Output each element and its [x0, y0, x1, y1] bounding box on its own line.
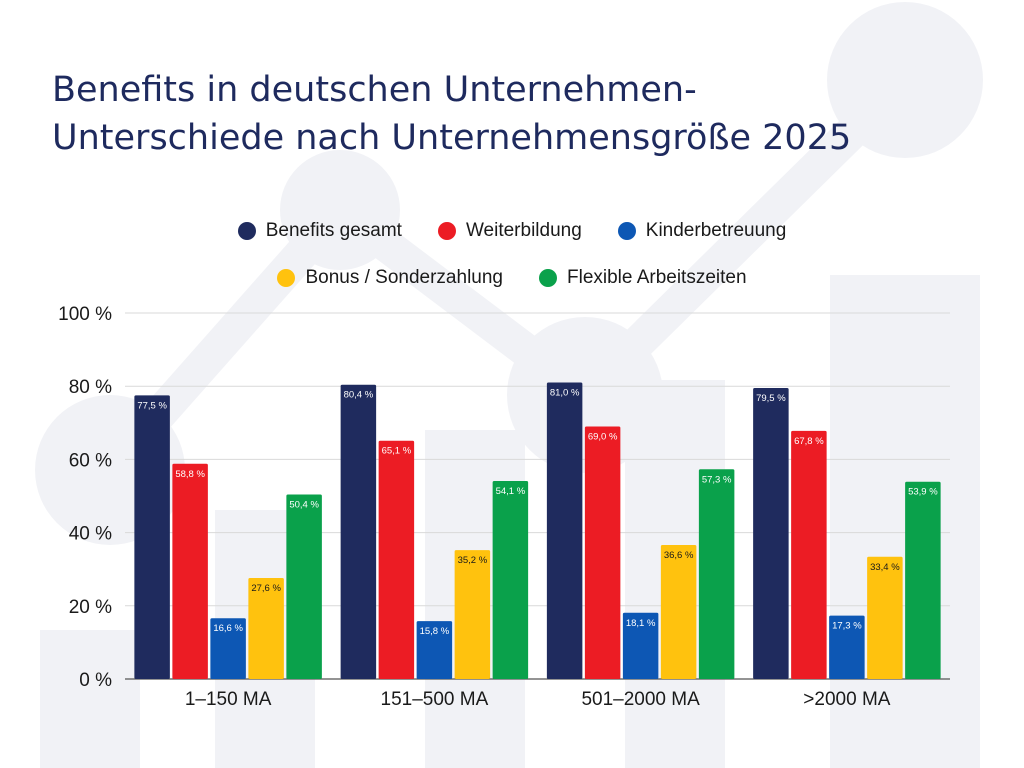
legend-marker-weiterbildung: [437, 222, 456, 240]
bar-benefits-gesamt-4: [753, 388, 789, 679]
x-tick-label: 1–150 MA: [185, 689, 272, 710]
data-label: 53,9 %: [908, 487, 938, 498]
data-label: 33,4 %: [870, 562, 900, 573]
data-label: 54,1 %: [496, 486, 526, 497]
chart-title-line-2: Unterschiede nach Unternehmensgröße 2025: [52, 118, 852, 158]
bar-bonus-sonderzahlung-2: [454, 550, 491, 679]
bar-bonus-sonderzahlung-4: [867, 556, 903, 679]
bar-flexible-arbeitszeiten-4: [905, 481, 941, 679]
bar-weiterbildung-1: [172, 463, 208, 679]
legend-item-bonus: Bonus / Sonderzahlung: [277, 267, 503, 289]
data-label: 57,3 %: [702, 474, 732, 485]
legend-item-kinderbetreuung: Kinderbetreuung: [617, 220, 787, 242]
data-label: 58,8 %: [175, 469, 205, 480]
y-tick-label: 20 %: [69, 597, 112, 618]
legend-marker-bonus: [277, 269, 296, 287]
data-label: 65,1 %: [382, 446, 412, 457]
y-tick-label: 100 %: [58, 304, 112, 325]
bar-weiterbildung-3: [584, 426, 621, 679]
bar-kinderbetreuung-3: [622, 612, 659, 679]
data-label: 35,2 %: [458, 555, 488, 566]
legend-row-1: Benefits gesamt Weiterbildung Kinderbetr…: [0, 220, 1024, 242]
bar-kinderbetreuung-1: [210, 618, 246, 679]
legend-item-weiterbildung: Weiterbildung: [437, 220, 582, 242]
bar-flexible-arbeitszeiten-2: [492, 480, 529, 679]
x-tick-label: 501–2000 MA: [581, 689, 700, 710]
bar-kinderbetreuung-2: [416, 621, 453, 679]
bar-bonus-sonderzahlung-3: [660, 545, 697, 679]
data-label: 50,4 %: [289, 500, 319, 511]
data-label: 67,8 %: [794, 436, 824, 447]
bar-benefits-gesamt-1: [134, 395, 170, 679]
chart-title: Benefits in deutschen Unternehmen- Unter…: [52, 66, 992, 162]
bar-bonus-sonderzahlung-1: [248, 577, 284, 679]
legend-item-flexible-arbeitszeiten: Flexible Arbeitszeiten: [539, 267, 747, 289]
legend-marker-benefits-gesamt: [237, 222, 256, 240]
data-label: 17,3 %: [832, 621, 862, 632]
bar-flexible-arbeitszeiten-1: [286, 494, 322, 679]
data-label: 80,4 %: [344, 390, 374, 401]
data-label: 69,0 %: [588, 431, 618, 442]
legend-label-kinderbetreuung: Kinderbetreuung: [645, 220, 787, 241]
legend-marker-kinderbetreuung: [617, 222, 636, 240]
y-tick-label: 80 %: [69, 377, 112, 398]
bar-weiterbildung-2: [378, 440, 415, 679]
data-label: 18,1 %: [626, 618, 656, 629]
data-label: 77,5 %: [137, 400, 167, 411]
x-tick-label: 151–500 MA: [381, 689, 489, 710]
y-tick-label: 40 %: [69, 524, 112, 545]
y-tick-label: 0 %: [79, 670, 112, 691]
data-label: 27,6 %: [251, 583, 281, 594]
bar-flexible-arbeitszeiten-3: [698, 469, 735, 679]
y-tick-label: 60 %: [69, 450, 112, 471]
data-label: 15,8 %: [420, 626, 450, 637]
bar-benefits-gesamt-3: [546, 382, 583, 679]
legend-label-bonus: Bonus / Sonderzahlung: [305, 267, 503, 288]
data-label: 36,6 %: [664, 550, 694, 561]
legend-label-weiterbildung: Weiterbildung: [465, 220, 582, 241]
bar-benefits-gesamt-2: [340, 384, 377, 679]
bar-weiterbildung-4: [791, 430, 827, 679]
legend-row-2: Bonus / Sonderzahlung Flexible Arbeitsze…: [0, 267, 1024, 289]
x-tick-label: >2000 MA: [803, 689, 890, 710]
bar-kinderbetreuung-4: [829, 615, 865, 679]
legend-marker-flexible-arbeitszeiten: [539, 269, 557, 287]
data-label: 81,0 %: [550, 388, 580, 399]
legend-item-benefits-gesamt: Benefits gesamt: [237, 220, 402, 242]
data-label: 79,5 %: [756, 393, 786, 404]
legend-label-flexible-arbeitszeiten: Flexible Arbeitszeiten: [567, 267, 747, 288]
legend-label-benefits-gesamt: Benefits gesamt: [265, 220, 402, 241]
data-label: 16,6 %: [213, 623, 243, 634]
chart-title-line-1: Benefits in deutschen Unternehmen-: [52, 70, 697, 110]
